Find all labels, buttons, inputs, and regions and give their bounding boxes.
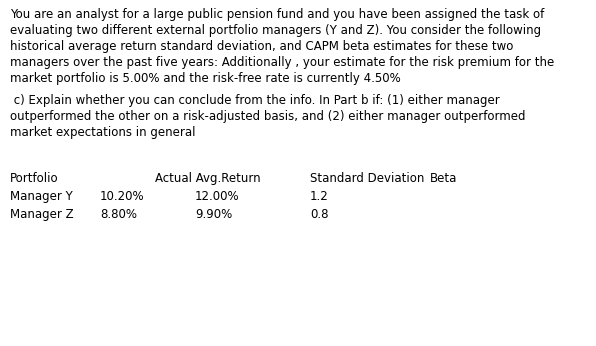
Text: outperformed the other on a risk-adjusted basis, and (2) either manager outperfo: outperformed the other on a risk-adjuste… (10, 110, 526, 123)
Text: 1.2: 1.2 (310, 190, 329, 203)
Text: Portfolio: Portfolio (10, 172, 58, 185)
Text: market portfolio is 5.00% and the risk-free rate is currently 4.50%: market portfolio is 5.00% and the risk-f… (10, 72, 401, 85)
Text: managers over the past five years: Additionally , your estimate for the risk pre: managers over the past five years: Addit… (10, 56, 554, 69)
Text: historical average return standard deviation, and CAPM beta estimates for these : historical average return standard devia… (10, 40, 513, 53)
Text: 12.00%: 12.00% (195, 190, 240, 203)
Text: Beta: Beta (430, 172, 457, 185)
Text: Actual Avg.Return: Actual Avg.Return (155, 172, 260, 185)
Text: 0.8: 0.8 (310, 208, 328, 221)
Text: You are an analyst for a large public pension fund and you have been assigned th: You are an analyst for a large public pe… (10, 8, 544, 21)
Text: 10.20%: 10.20% (100, 190, 145, 203)
Text: Standard Deviation: Standard Deviation (310, 172, 424, 185)
Text: c) Explain whether you can conclude from the info. In Part b if: (1) either mana: c) Explain whether you can conclude from… (10, 94, 500, 107)
Text: evaluating two different external portfolio managers (Y and Z). You consider the: evaluating two different external portfo… (10, 24, 541, 37)
Text: Manager Z: Manager Z (10, 208, 74, 221)
Text: 8.80%: 8.80% (100, 208, 137, 221)
Text: Manager Y: Manager Y (10, 190, 73, 203)
Text: 9.90%: 9.90% (195, 208, 232, 221)
Text: market expectations in general: market expectations in general (10, 126, 195, 139)
